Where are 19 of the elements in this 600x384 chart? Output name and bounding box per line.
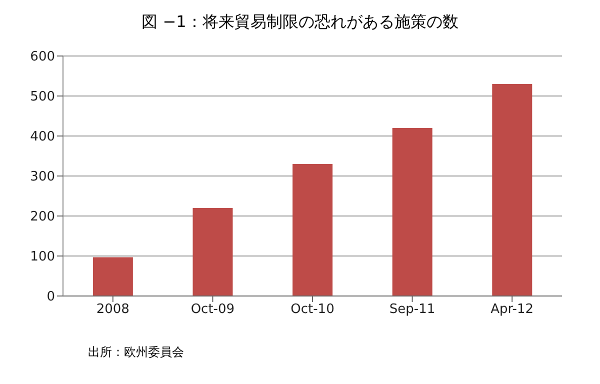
y-tick-label: 100 (30, 250, 55, 265)
text: 出所：欧州委員会 (87, 344, 185, 361)
x-tick-label: Apr-12 (490, 302, 534, 318)
x-tick-label: Sep-11 (389, 302, 436, 318)
y-tick-label: 200 (30, 210, 55, 225)
bar (492, 84, 532, 296)
bar (192, 208, 233, 296)
x-tick-label: Oct-09 (190, 302, 235, 318)
x-tick-label: 2008 (96, 302, 130, 318)
bar (292, 164, 333, 296)
y-tick-label: 0 (46, 290, 55, 305)
y-tick-label: 500 (30, 90, 55, 105)
x-tick-label: Oct-10 (290, 302, 334, 318)
bar (92, 257, 133, 296)
bar (392, 128, 432, 296)
chart-title: 図 −1：将来貿易制限の恐れがある施策の数 (140, 11, 460, 33)
y-tick-label: 400 (30, 130, 55, 145)
y-tick-label: 600 (30, 50, 55, 65)
y-tick-label: 300 (30, 170, 55, 185)
